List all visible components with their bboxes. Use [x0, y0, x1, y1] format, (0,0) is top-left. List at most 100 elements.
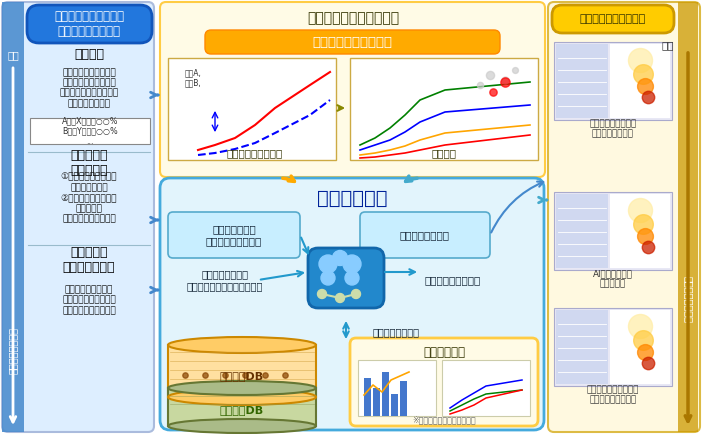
Point	[635, 322, 646, 329]
Point	[199, 372, 211, 378]
Point	[642, 94, 654, 101]
Text: 生産被害: 生産被害	[432, 148, 456, 158]
Text: A地域X部門　○○%
B地域Y部門　○○%
...: A地域X部門 ○○% B地域Y部門 ○○% ...	[62, 116, 118, 146]
Text: 経済被害動態: 経済被害動態	[423, 345, 465, 358]
Text: 実際のデータで
キャリブレーション: 実際のデータで キャリブレーション	[206, 224, 262, 246]
Point	[279, 372, 291, 378]
Text: 実被害情報
の取り込み: 実被害情報 の取り込み	[70, 149, 107, 177]
Circle shape	[336, 293, 345, 302]
Text: AI等により予測
精度を改善: AI等により予測 精度を改善	[593, 270, 633, 289]
Bar	[556, 44, 608, 118]
Text: 広域予測の高精度化: 広域予測の高精度化	[425, 275, 481, 285]
Bar	[554, 42, 672, 120]
Text: 経済被害状況把握: 経済被害状況把握	[683, 276, 693, 323]
Ellipse shape	[168, 419, 316, 433]
Text: 時間: 時間	[662, 40, 674, 50]
FancyBboxPatch shape	[2, 2, 154, 432]
Point	[180, 372, 191, 378]
Text: 経済被害モニタリング: 経済被害モニタリング	[580, 14, 646, 24]
Text: 動態データとの同化に
より予測精度を改善: 動態データとの同化に より予測精度を改善	[587, 385, 640, 404]
Point	[640, 233, 651, 240]
Text: リアルタイム被害推定
情報を用い、発災直後
から経済被害をモニタリ
ング可能にする。: リアルタイム被害推定 情報を用い、発災直後 から経済被害をモニタリ ング可能にす…	[60, 68, 119, 108]
Point	[475, 82, 486, 89]
Point	[484, 72, 496, 79]
Point	[640, 82, 651, 89]
Bar	[2, 2, 24, 432]
Point	[259, 372, 270, 378]
Point	[239, 372, 251, 378]
Bar	[358, 360, 436, 416]
Bar	[610, 310, 670, 384]
FancyBboxPatch shape	[168, 212, 300, 258]
Circle shape	[321, 271, 335, 285]
Circle shape	[352, 289, 361, 299]
Text: 経済被害シナリオ
ビッグデータから関係を学習: 経済被害シナリオ ビッグデータから関係を学習	[187, 269, 263, 291]
Text: 被害予測システム: 被害予測システム	[400, 230, 450, 240]
Text: リアルタイム地震被害
推定システムの拡張: リアルタイム地震被害 推定システムの拡張	[54, 10, 124, 38]
Text: ※開発は、模擬データを利用: ※開発は、模擬データを利用	[412, 415, 476, 424]
FancyBboxPatch shape	[160, 178, 544, 430]
Point	[510, 66, 521, 73]
Bar	[373, 388, 380, 416]
Circle shape	[317, 289, 326, 299]
Bar	[30, 118, 150, 144]
Bar	[678, 2, 698, 432]
Text: 操業停止・資本毀損: 操業停止・資本毀損	[227, 148, 283, 158]
Circle shape	[319, 255, 337, 273]
FancyBboxPatch shape	[160, 2, 545, 177]
Bar	[168, 388, 316, 426]
Point	[637, 336, 649, 343]
Point	[637, 220, 649, 227]
Text: 推定情報: 推定情報	[74, 49, 104, 62]
FancyBboxPatch shape	[360, 212, 490, 258]
Point	[640, 349, 651, 355]
Bar	[556, 310, 608, 384]
Bar	[610, 194, 670, 268]
Point	[635, 56, 646, 63]
Text: 経済被害予測: 経済被害予測	[317, 188, 388, 207]
Text: 動態データを同化: 動態データを同化	[373, 327, 420, 337]
Text: 物的被害状況把握: 物的被害状況把握	[8, 326, 18, 374]
Text: 状況把握・
データ融合情報: 状況把握・ データ融合情報	[62, 246, 115, 274]
Point	[487, 89, 498, 95]
Point	[220, 372, 231, 378]
Bar	[556, 194, 608, 268]
Point	[499, 76, 510, 83]
Text: 実被害情報を取り入
れることにより、被害
推定結果を更新する。: 実被害情報を取り入 れることにより、被害 推定結果を更新する。	[62, 285, 116, 315]
Point	[499, 79, 510, 85]
FancyBboxPatch shape	[552, 5, 674, 33]
Text: 直接・間接被害額の推定: 直接・間接被害額の推定	[307, 11, 399, 25]
FancyBboxPatch shape	[205, 30, 500, 54]
Point	[642, 359, 654, 366]
Point	[642, 243, 654, 250]
Text: 産業A,
産業B,: 産業A, 産業B,	[185, 68, 202, 87]
Circle shape	[345, 271, 359, 285]
Text: 応用一般均衡モデル等: 応用一般均衡モデル等	[312, 36, 392, 49]
FancyBboxPatch shape	[308, 248, 384, 308]
Point	[637, 71, 649, 78]
Bar	[400, 381, 407, 416]
Bar	[554, 308, 672, 386]
Circle shape	[333, 250, 347, 266]
Bar	[168, 58, 336, 160]
FancyBboxPatch shape	[548, 2, 700, 432]
Bar	[554, 192, 672, 270]
Bar	[610, 44, 670, 118]
Ellipse shape	[168, 337, 316, 353]
Point	[635, 207, 646, 214]
Text: 時間: 時間	[7, 50, 19, 60]
FancyBboxPatch shape	[27, 5, 152, 43]
Bar	[391, 394, 398, 416]
Bar	[168, 345, 316, 397]
Bar	[382, 372, 389, 416]
Circle shape	[343, 255, 361, 273]
Text: ①避難・緊急活動支援
　統合システム
②被災状況解析・共有
　システム
　等の他課題との連携: ①避難・緊急活動支援 統合システム ②被災状況解析・共有 システム 等の他課題と…	[61, 173, 117, 224]
Bar	[364, 378, 371, 416]
Ellipse shape	[168, 381, 316, 395]
Text: 経済被害DB: 経済被害DB	[220, 371, 264, 381]
Ellipse shape	[168, 389, 316, 405]
Bar	[350, 58, 538, 160]
Bar	[442, 360, 530, 416]
FancyBboxPatch shape	[350, 338, 538, 426]
Text: 災害発生後速やかに
経済被害を可視化: 災害発生後速やかに 経済被害を可視化	[590, 119, 637, 139]
